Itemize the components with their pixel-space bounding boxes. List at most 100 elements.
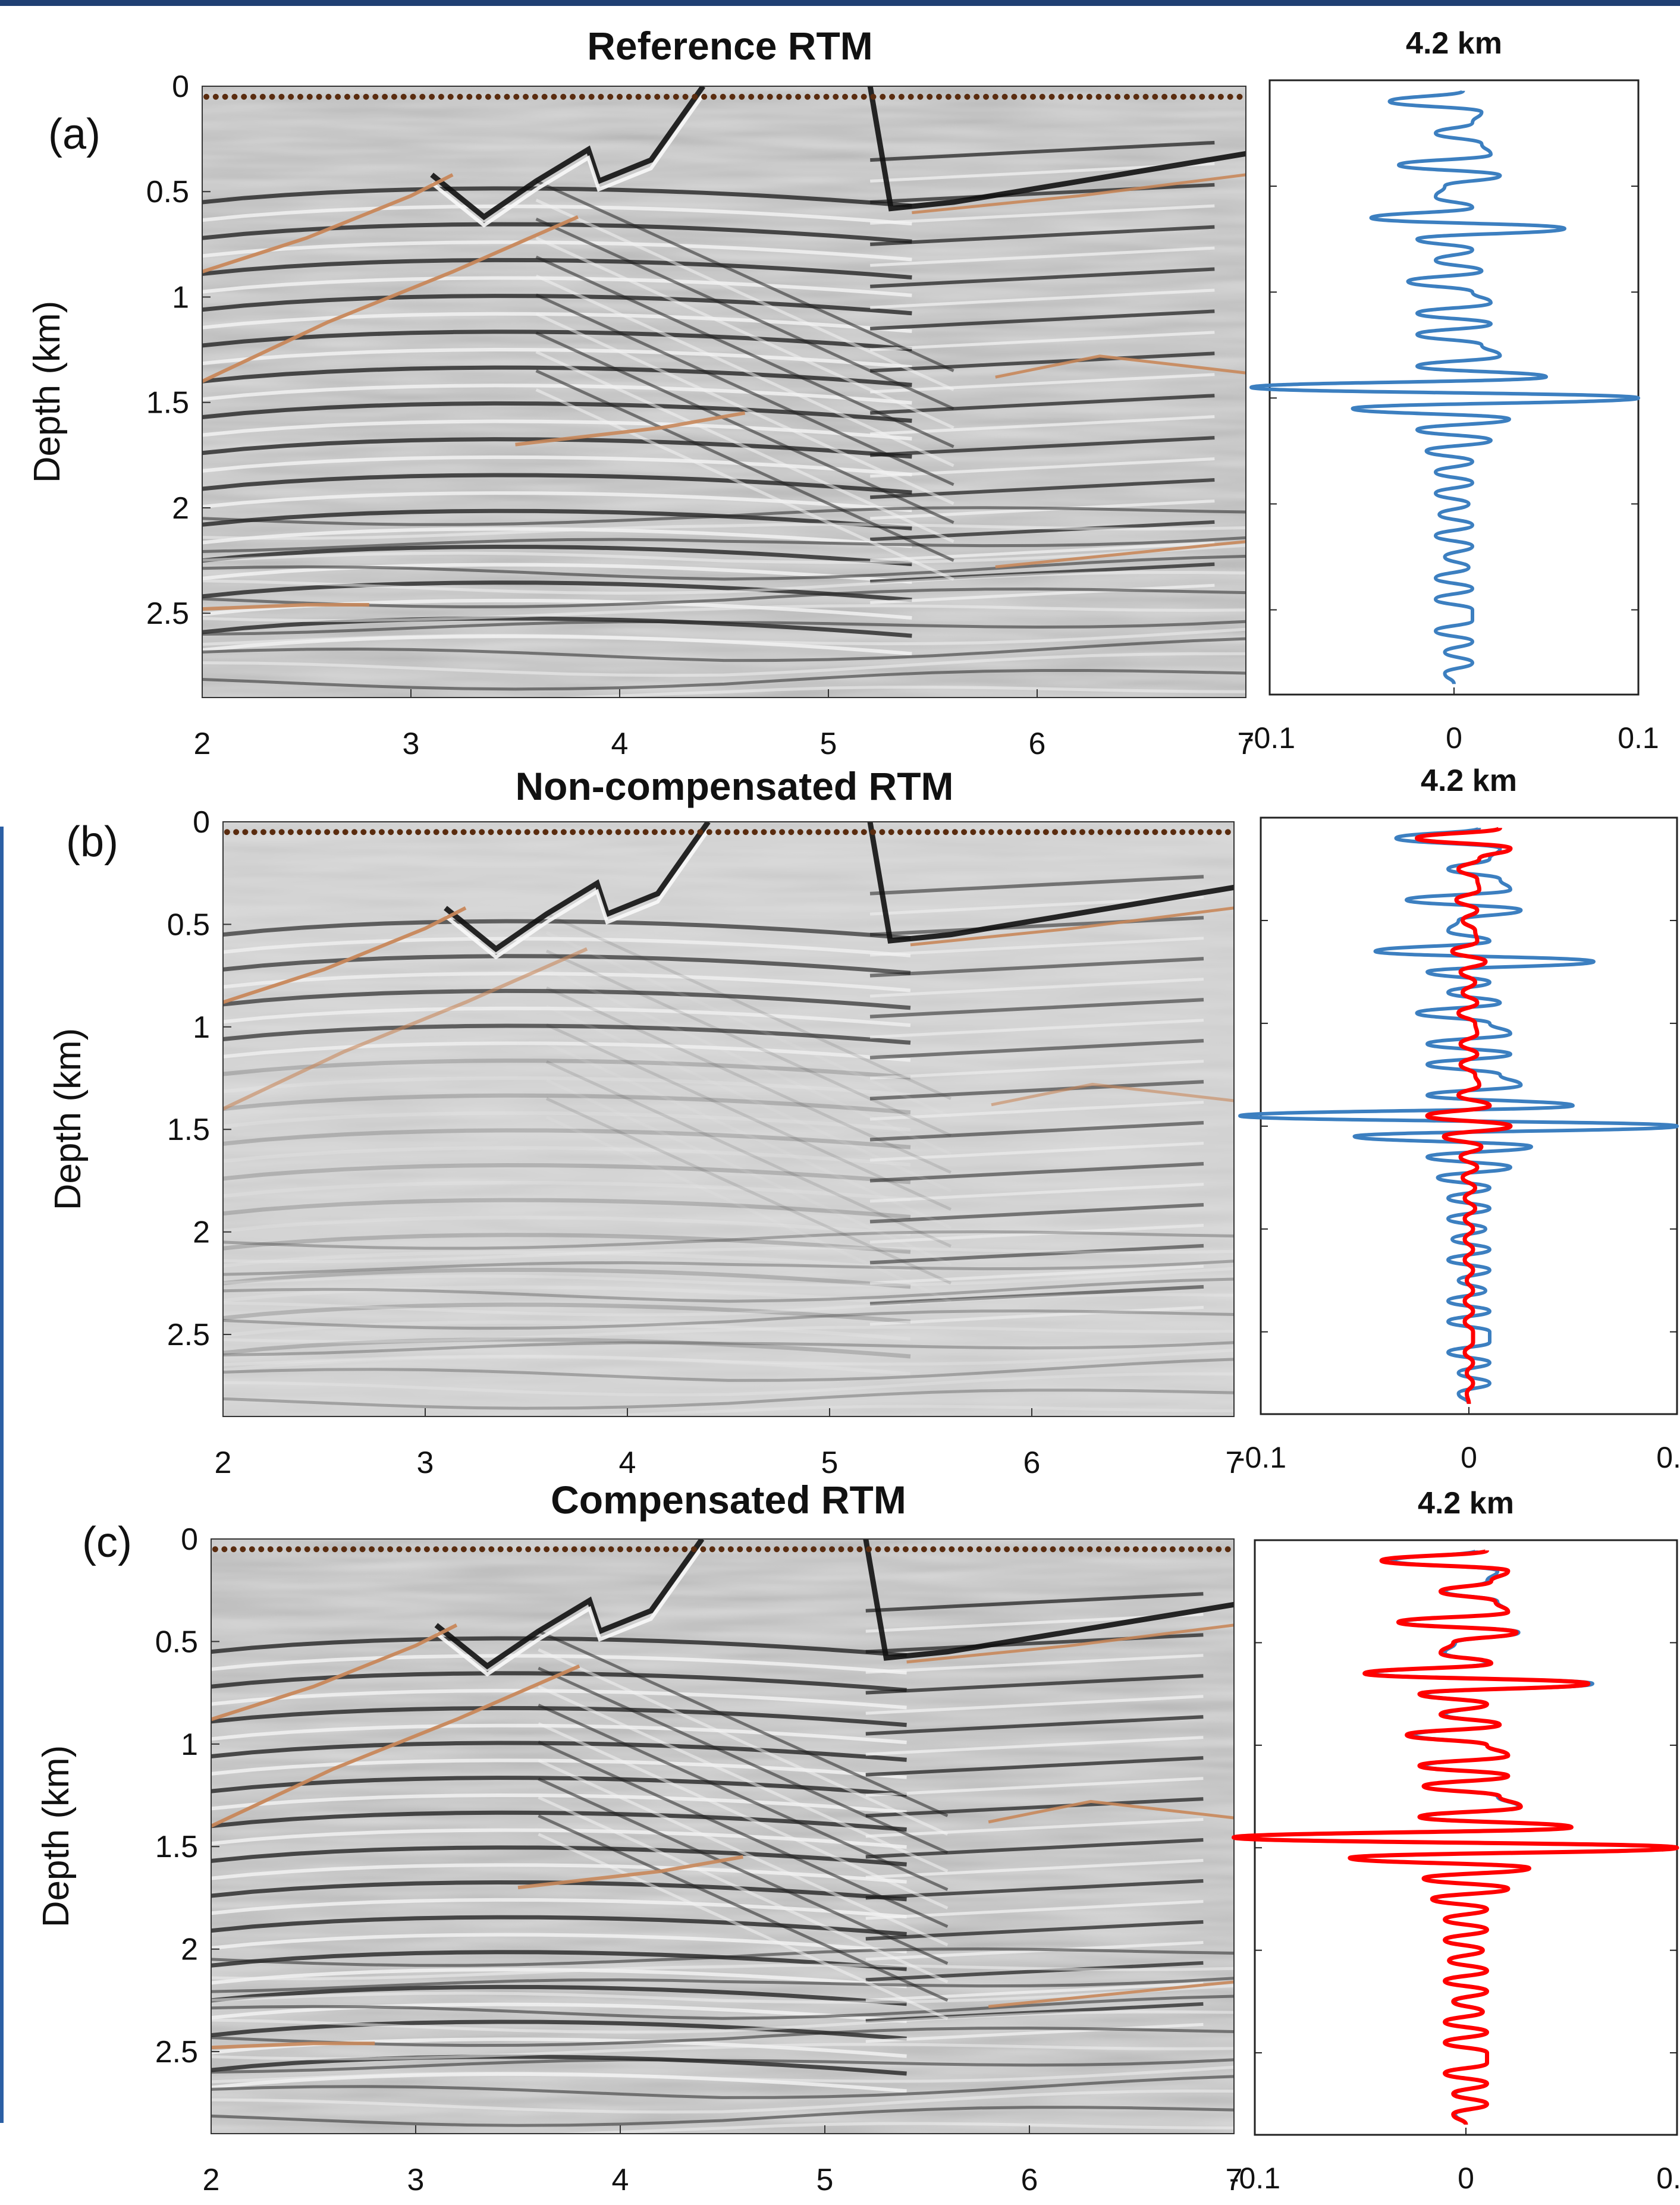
receiver-dot: [224, 829, 230, 835]
x-tick-label: 5: [821, 1446, 839, 1480]
receiver-dot: [1006, 829, 1013, 835]
reflector-deep: [202, 620, 1246, 636]
receiver-dot: [507, 1546, 513, 1553]
reference-trace-line: [1238, 826, 1679, 1405]
reflector-right: [865, 1715, 1204, 1736]
reflector-fault: [535, 218, 954, 410]
receiver-dot: [795, 93, 802, 100]
receiver-dot: [945, 93, 952, 100]
y-tick-label: 2: [181, 1933, 198, 1967]
reflector-fault: [538, 1741, 949, 1928]
receiver-dot: [297, 829, 303, 835]
receiver-dot: [457, 93, 463, 100]
receiver-dot: [1034, 829, 1040, 835]
reflector-fault: [545, 1042, 952, 1230]
receiver-dot: [870, 829, 877, 835]
receiver-dot: [718, 1546, 725, 1553]
trace-frame: [1268, 79, 1640, 696]
receiver-dot: [1206, 1546, 1213, 1553]
receiver-dot: [679, 829, 685, 835]
reflector-right: [870, 541, 1215, 563]
trace-x-tick-label: -0.1: [1244, 721, 1295, 755]
receiver-dot: [1189, 93, 1196, 100]
receiver-dot: [588, 829, 594, 835]
compensated-trace-line: [1415, 825, 1513, 1404]
receiver-dot: [626, 1546, 633, 1553]
y-tick-label: 1: [181, 1727, 198, 1762]
receiver-dot: [1011, 93, 1018, 100]
reflector-left: [202, 240, 912, 262]
receiver-dot: [1001, 93, 1008, 100]
reflector-deep: [202, 652, 1246, 677]
receiver-dot: [988, 829, 994, 835]
reflector-right: [870, 415, 1215, 436]
receiver-dot: [729, 93, 736, 100]
reflector-fault: [545, 949, 952, 1137]
reflector-right: [870, 204, 1215, 225]
reflector-fault: [538, 1833, 949, 2021]
receiver-dot: [774, 1546, 780, 1553]
receiver-dot: [322, 1546, 329, 1553]
receiver-dot: [351, 829, 357, 835]
reflector-left: [211, 1984, 907, 2006]
receiver-dot: [1022, 1546, 1029, 1553]
reflector-deep: [202, 523, 1246, 540]
reflector-right: [869, 1243, 1204, 1265]
receiver-dot: [1161, 829, 1167, 835]
reference-trace-line: [1249, 89, 1640, 684]
receiver-dot: [939, 1546, 946, 1553]
x-tick-label: 6: [1021, 2163, 1038, 2197]
receiver-dot: [1142, 93, 1149, 100]
reflector-left: [211, 2019, 907, 2041]
receiver-dot: [316, 93, 322, 100]
x-tick-label: 3: [403, 727, 420, 761]
reflector-fault: [538, 1722, 949, 1909]
top-notch-dark: [434, 1539, 705, 1670]
x-tick-label: 5: [817, 2163, 834, 2197]
receiver-dot: [513, 93, 520, 100]
top-notch-dark: [444, 822, 711, 953]
y-tick-label: 2.5: [146, 596, 189, 631]
receiver-dot: [1086, 93, 1092, 100]
receiver-dot: [525, 1546, 532, 1553]
receiver-dot: [823, 93, 830, 100]
receiver-dot: [570, 93, 576, 100]
receiver-dot: [617, 93, 623, 100]
receiver-dot: [1143, 829, 1150, 835]
reflector-fault: [545, 912, 952, 1100]
reflector-left: [211, 1915, 907, 1937]
reflector-right: [870, 583, 1215, 604]
receiver-dot: [737, 1546, 743, 1553]
reflector-right: [870, 520, 1215, 542]
receiver-dot: [516, 1546, 522, 1553]
receiver-dot: [260, 829, 266, 835]
reflector-right: [870, 331, 1215, 351]
receiver-dot: [415, 829, 422, 835]
reflector-deep: [202, 668, 1246, 691]
receiver-dot: [979, 829, 985, 835]
receiver-dot: [1224, 829, 1231, 835]
receiver-dot: [277, 1546, 283, 1553]
reflector-left: [211, 2055, 907, 2076]
receiver-dot: [1004, 1546, 1010, 1553]
receiver-dot: [815, 829, 822, 835]
reflector-right: [869, 1182, 1204, 1203]
reflector-fault: [538, 1777, 949, 1965]
receiver-dot: [497, 829, 503, 835]
receiver-dot: [706, 829, 712, 835]
receiver-dot: [1197, 1546, 1204, 1553]
receiver-dot: [829, 1546, 836, 1553]
receiver-dot: [804, 93, 811, 100]
reflector-deep: [211, 2106, 1234, 2127]
receiver-dot: [533, 829, 539, 835]
reflector-right: [865, 1736, 1204, 1756]
receiver-dot: [1041, 1546, 1047, 1553]
receiver-dot: [552, 1546, 559, 1553]
receiver-dot: [306, 93, 313, 100]
trace-x-tick-label: 0.1: [1656, 2162, 1680, 2195]
horizon-tint: [906, 1623, 1234, 1664]
receiver-dot: [1050, 1546, 1056, 1553]
receiver-dot: [233, 829, 240, 835]
receiver-dot: [251, 829, 258, 835]
receiver-dot: [786, 93, 792, 100]
